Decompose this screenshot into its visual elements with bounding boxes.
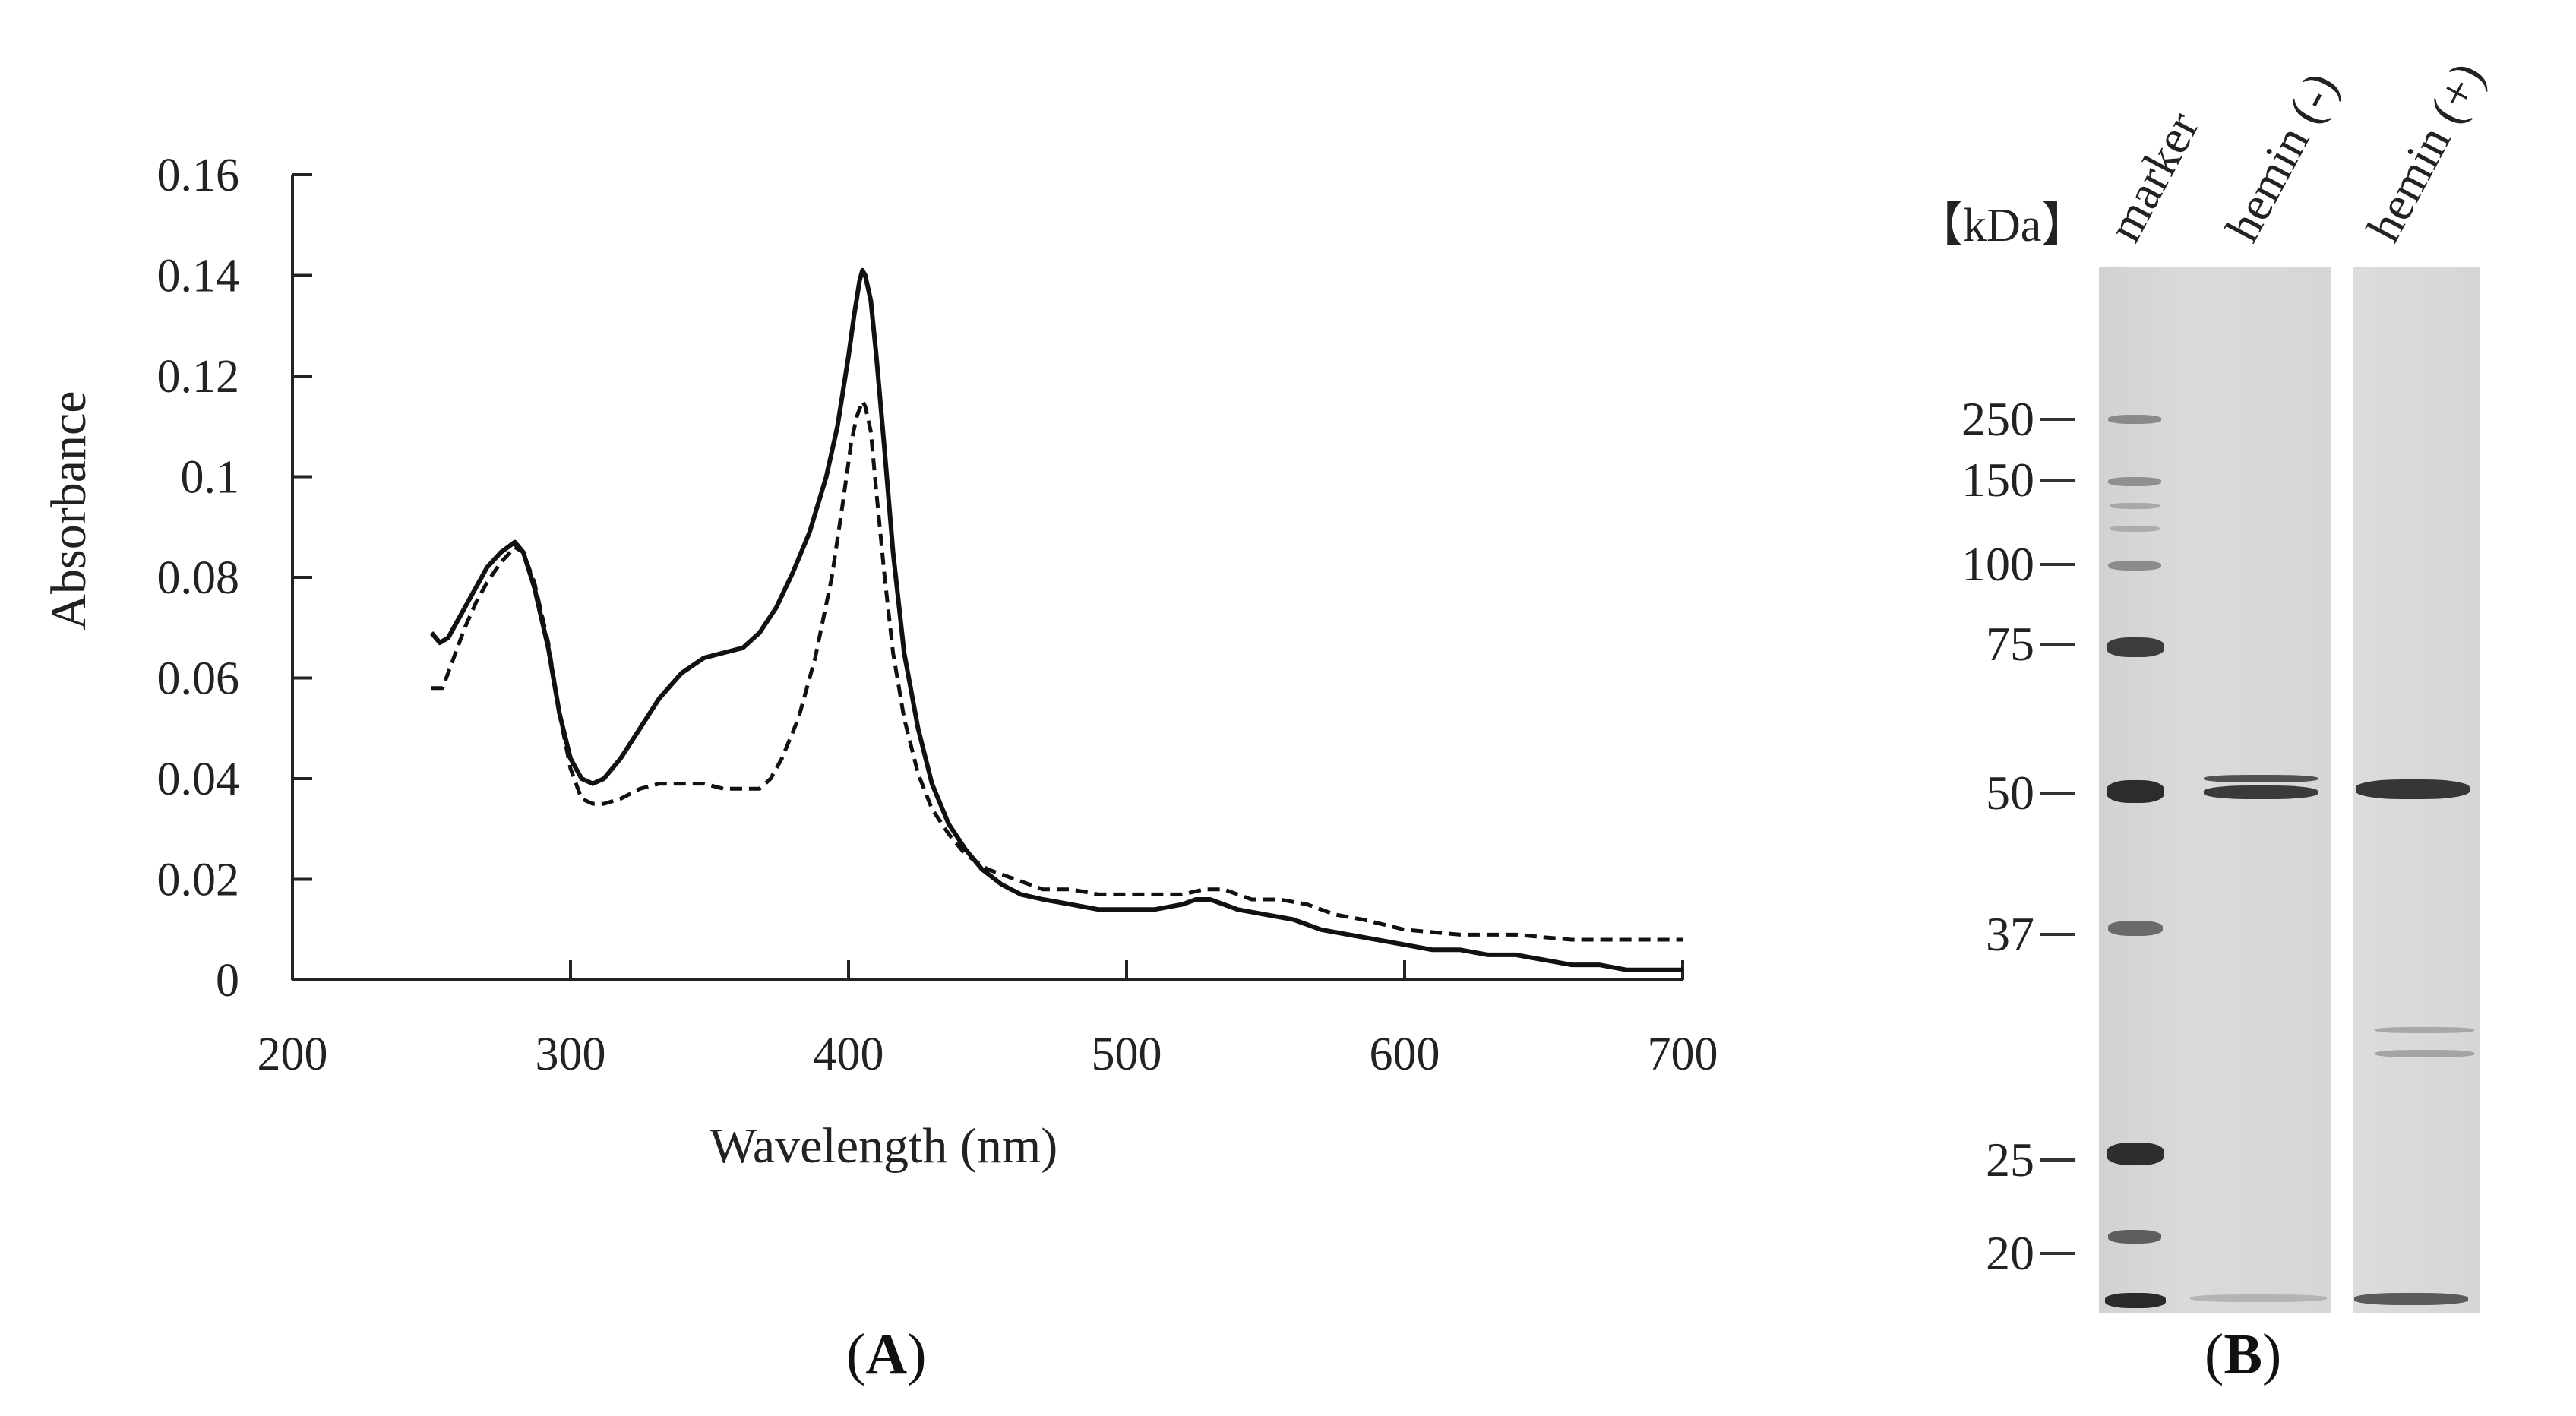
mw-label-37: 37: [1986, 906, 2075, 962]
lane-header-hemin-plus: hemin (+): [2356, 53, 2495, 251]
mw-tick-50: [2040, 792, 2075, 795]
y-tick-label: 0.04: [157, 754, 240, 805]
marker-band-250: [2108, 415, 2161, 424]
x-tick-label: 300: [536, 1029, 606, 1080]
mw-tick-37: [2040, 933, 2075, 936]
marker-band-75: [2107, 637, 2164, 657]
gel-panel-right: [2353, 267, 2480, 1313]
hemin-plus-dye-front: [2354, 1293, 2468, 1305]
mw-value-100: 100: [1961, 537, 2034, 591]
y-tick-label: 0.16: [157, 150, 240, 201]
kda-unit-label: 【kDa】: [1916, 200, 2089, 251]
sds-page-gel: 【kDa】 marker hemin (-) hemin (+) 250 150…: [1884, 30, 2568, 1322]
mw-value-25: 25: [1986, 1133, 2034, 1187]
x-axis-ticks: 200 300 400 500 600 700: [258, 960, 1718, 1080]
marker-band-faint-1: [2110, 503, 2160, 509]
mw-value-150: 150: [1961, 453, 2034, 507]
marker-band-100: [2108, 561, 2161, 571]
mw-tick-20: [2040, 1252, 2075, 1255]
mw-label-100: 100: [1961, 536, 2075, 593]
series-layer: [429, 267, 1683, 972]
marker-band-150: [2108, 477, 2161, 486]
panel-label-a: (A): [846, 1322, 927, 1388]
hemin-plus-band-faint-2: [2375, 1050, 2474, 1057]
marker-band-37: [2108, 921, 2163, 936]
y-tick-label: 0.12: [157, 351, 240, 403]
x-tick-label: 700: [1648, 1029, 1718, 1080]
mw-label-25: 25: [1986, 1132, 2075, 1188]
mw-tick-150: [2040, 479, 2075, 482]
marker-band-25: [2107, 1143, 2164, 1165]
x-tick-label: 200: [258, 1029, 328, 1080]
y-tick-label: 0: [216, 955, 239, 1007]
panel-label-b: (B): [2205, 1322, 2281, 1388]
marker-band-50: [2107, 780, 2164, 803]
mw-value-20: 20: [1986, 1226, 2034, 1280]
hemin-plus-band-faint-1: [2375, 1027, 2474, 1033]
x-tick-label: 400: [814, 1029, 884, 1080]
x-axis-title: Wavelength (nm): [710, 1118, 1057, 1174]
y-tick-label: 0.1: [181, 452, 240, 504]
lane-header-hemin-minus: hemin (-): [2214, 63, 2348, 251]
chart-axes: [291, 175, 1683, 981]
panel-label-b-close: ): [2262, 1323, 2282, 1386]
panel-label-a-close: ): [907, 1323, 927, 1386]
series-line-solid: [429, 267, 1683, 972]
marker-band-dye-front: [2105, 1293, 2166, 1308]
panel-label-b-letter: B: [2224, 1323, 2263, 1386]
mw-tick-250: [2040, 418, 2075, 421]
mw-label-20: 20: [1986, 1225, 2075, 1282]
panel-label-a-letter: A: [865, 1323, 908, 1386]
y-tick-label: 0.06: [157, 653, 240, 705]
mw-label-250: 250: [1961, 391, 2075, 447]
lane-header-marker: marker: [2097, 103, 2210, 251]
y-axis-ticks: 0 0.02 0.04 0.06 0.08 0.1 0.12 0.14 0.16: [157, 150, 312, 1007]
mw-label-50: 50: [1986, 765, 2075, 821]
mw-label-150: 150: [1961, 452, 2075, 508]
marker-band-faint-2: [2110, 526, 2160, 532]
mw-label-75: 75: [1986, 616, 2075, 672]
hemin-minus-dye-front: [2190, 1294, 2327, 1302]
y-tick-label: 0.14: [157, 251, 240, 302]
mw-value-37: 37: [1986, 907, 2034, 961]
y-tick-label: 0.02: [157, 855, 240, 906]
mw-tick-75: [2040, 643, 2075, 646]
mw-value-75: 75: [1986, 617, 2034, 671]
hemin-plus-band-main: [2356, 779, 2470, 799]
marker-band-20: [2108, 1230, 2161, 1244]
panel-label-a-open: (: [846, 1323, 866, 1386]
absorbance-spectrum-chart: 0 0.02 0.04 0.06 0.08 0.1 0.12 0.14 0.16 200 300 4…: [41, 150, 1718, 1174]
gel-panel-left: [2099, 267, 2331, 1313]
y-axis-title: Absorbance: [41, 390, 96, 630]
x-tick-label: 600: [1370, 1029, 1440, 1080]
y-tick-label: 0.08: [157, 552, 240, 604]
hemin-minus-band-upper: [2204, 775, 2318, 782]
mw-tick-25: [2040, 1158, 2075, 1162]
x-tick-label: 500: [1092, 1029, 1162, 1080]
hemin-minus-band-lower: [2204, 785, 2318, 799]
mw-tick-100: [2040, 563, 2075, 566]
series-line-dashed: [431, 399, 1683, 942]
panel-label-b-open: (: [2205, 1323, 2224, 1386]
mw-value-250: 250: [1961, 392, 2034, 446]
mw-value-50: 50: [1986, 766, 2034, 820]
